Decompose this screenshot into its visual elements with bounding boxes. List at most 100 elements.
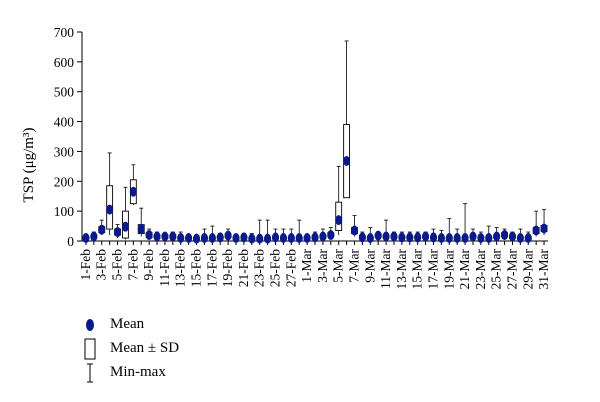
mean-marker [240,232,248,243]
mean-marker [177,233,185,244]
x-tick-label: 1-Feb [78,249,93,281]
x-tick-label: 7-Feb [125,249,140,281]
mean-marker [208,233,216,244]
x-tick-label: 1-Mar [299,249,314,283]
mean-marker [493,231,501,242]
x-tick-label: 11-Mar [378,249,393,289]
mean-marker [129,186,137,197]
x-tick-label: 5-Feb [110,249,125,281]
mean-marker [114,227,122,238]
mean-marker [366,233,374,244]
mean-marker [295,233,303,244]
x-tick-label: 19-Feb [220,249,235,287]
x-tick-label: 17-Feb [204,249,219,287]
y-tick-label: 700 [54,25,75,40]
x-tick-label: 31-Mar [536,249,551,290]
y-axis-title: TSP (μg/m³) [21,128,37,203]
mean-marker [303,233,311,244]
legend-item-mean: Mean [84,313,304,337]
mean-marker [224,230,232,241]
x-tick-label: 27-Mar [504,249,519,290]
x-tick-label: 15-Feb [189,249,204,287]
mean-marker [121,221,129,232]
legend-item-sd: Mean ± SD [84,337,304,361]
y-tick-label: 300 [54,144,75,159]
mean-marker [200,233,208,244]
y-tick-label: 200 [54,174,75,189]
mean-marker [524,233,532,244]
mean-marker [248,233,256,244]
mean-marker [137,224,145,235]
x-tick-label: 21-Mar [457,249,472,290]
mean-marker [485,233,493,244]
mean-marker [169,231,177,242]
legend-mean-marker [86,319,94,331]
mean-marker [398,232,406,243]
mean-marker [469,231,477,242]
mean-marker [445,233,453,244]
mean-marker [414,232,422,243]
mean-marker [193,233,201,244]
x-tick-label: 27-Feb [283,249,298,287]
x-tick-label: 21-Feb [236,249,251,287]
mean-marker [327,230,335,241]
mean-marker [532,225,540,236]
mean-marker [461,233,469,244]
mean-marker [287,233,295,244]
mean-marker [477,233,485,244]
legend-minmax-label: Min-max [110,364,166,380]
chart-marks [82,40,548,244]
x-tick-label: 29-Mar [520,249,535,290]
mean-marker [264,233,272,244]
mean-marker [90,231,98,242]
x-tick-label: 9-Feb [141,249,156,281]
mean-marker [82,233,90,244]
mean-marker [406,232,414,243]
mean-marker [508,231,516,242]
mean-marker [311,232,319,243]
mean-marker [161,231,169,242]
mean-marker [98,224,106,235]
mean-marker [540,223,548,234]
mean-marker [153,231,161,242]
mean-marker [279,233,287,244]
legend-item-minmax: Min-max [84,361,304,385]
x-tick-label: 25-Mar [489,249,504,290]
mean-marker [516,233,524,244]
x-tick-label: 25-Feb [268,249,283,287]
mean-marker [216,232,224,243]
mean-marker [501,230,509,241]
x-tick-label: 5-Mar [331,249,346,283]
legend-sd-label: Mean ± SD [110,340,180,356]
mean-marker [453,233,461,244]
y-tick-label: 600 [54,55,75,70]
legend: Mean Mean ± SD Min-max [84,313,304,385]
y-tick-label: 100 [54,204,75,219]
x-tick-label: 15-Mar [410,249,425,290]
mean-marker [429,232,437,243]
x-tick-label: 23-Mar [473,249,488,290]
y-tick-label: 400 [54,115,75,130]
mean-marker [350,225,358,236]
mean-marker [256,233,264,244]
mean-marker [437,233,445,244]
legend-minmax-whisker [87,363,93,383]
mean-marker [390,231,398,242]
mean-marker [382,231,390,242]
mean-marker [319,231,327,242]
mean-marker [272,232,280,243]
mean-marker [374,230,382,241]
x-tick-label: 11-Feb [157,249,172,287]
x-tick-label: 17-Mar [425,249,440,290]
x-tick-label: 3-Mar [315,249,330,283]
x-tick-label: 23-Feb [252,249,267,287]
mean-marker [106,204,114,215]
mean-marker [343,155,351,166]
x-tick-label: 9-Mar [362,249,377,283]
x-tick-label: 13-Mar [394,249,409,290]
legend-sd-box [84,338,96,360]
x-tick-label: 3-Feb [94,249,109,281]
mean-marker [145,230,153,241]
y-axis: 0 100 200 300 400 500 600 700 [54,25,83,249]
